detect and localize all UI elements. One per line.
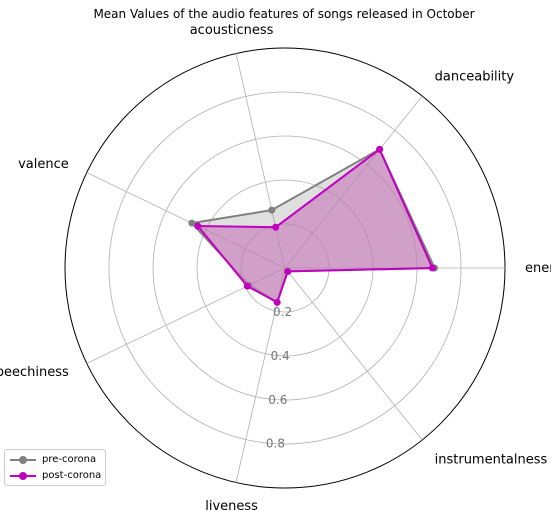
marker-post-corona-danceability (376, 145, 384, 153)
legend-label-pre-corona: pre-corona (42, 454, 97, 465)
legend-swatch-pre-corona (10, 455, 36, 465)
legend: pre-corona post-corona (4, 449, 106, 486)
marker-post-corona-energy (428, 264, 436, 272)
radar-axis-labels: 0.2 0.4 0.6 0.8 energy danceability acousticne… (0, 23, 551, 511)
axis-label-liveness: liveness (205, 499, 258, 511)
spoke-instrumentalness (284, 267, 423, 441)
legend-item-post-corona: post-corona (10, 470, 101, 481)
legend-item-pre-corona: pre-corona (10, 454, 96, 465)
axis-label-instrumentalness: instrumentalness (435, 453, 548, 468)
marker-post-corona-instrumentalness (284, 267, 292, 275)
axis-label-speechiness: speechiness (0, 365, 69, 380)
area-post-corona (197, 149, 433, 303)
marker-post-corona-speechiness (243, 282, 251, 290)
marker-pre-corona-acousticness (268, 206, 276, 214)
legend-swatch-post-corona (10, 471, 36, 481)
marker-post-corona-acousticness (272, 223, 280, 231)
axis-label-danceability: danceability (435, 69, 515, 84)
radial-tick-label: 0.6 (268, 393, 287, 407)
line-post-corona (195, 147, 434, 304)
radial-tick-label: 0.2 (273, 305, 292, 319)
radial-tick-label: 0.4 (271, 349, 290, 363)
chart-title: Mean Values of the audio features of son… (93, 7, 474, 21)
marker-post-corona-valence (194, 222, 202, 230)
marker-pre-corona-valence (188, 219, 196, 227)
axis-label-acousticness: acousticness (190, 23, 274, 38)
radar-grid (64, 47, 506, 489)
marker-post-corona-liveness (273, 298, 281, 306)
axis-label-energy: energy (525, 261, 551, 276)
legend-label-post-corona: post-corona (42, 470, 102, 481)
radial-tick-label: 0.8 (266, 437, 285, 451)
axis-label-valence: valence (18, 157, 69, 172)
radar-series (188, 145, 439, 306)
